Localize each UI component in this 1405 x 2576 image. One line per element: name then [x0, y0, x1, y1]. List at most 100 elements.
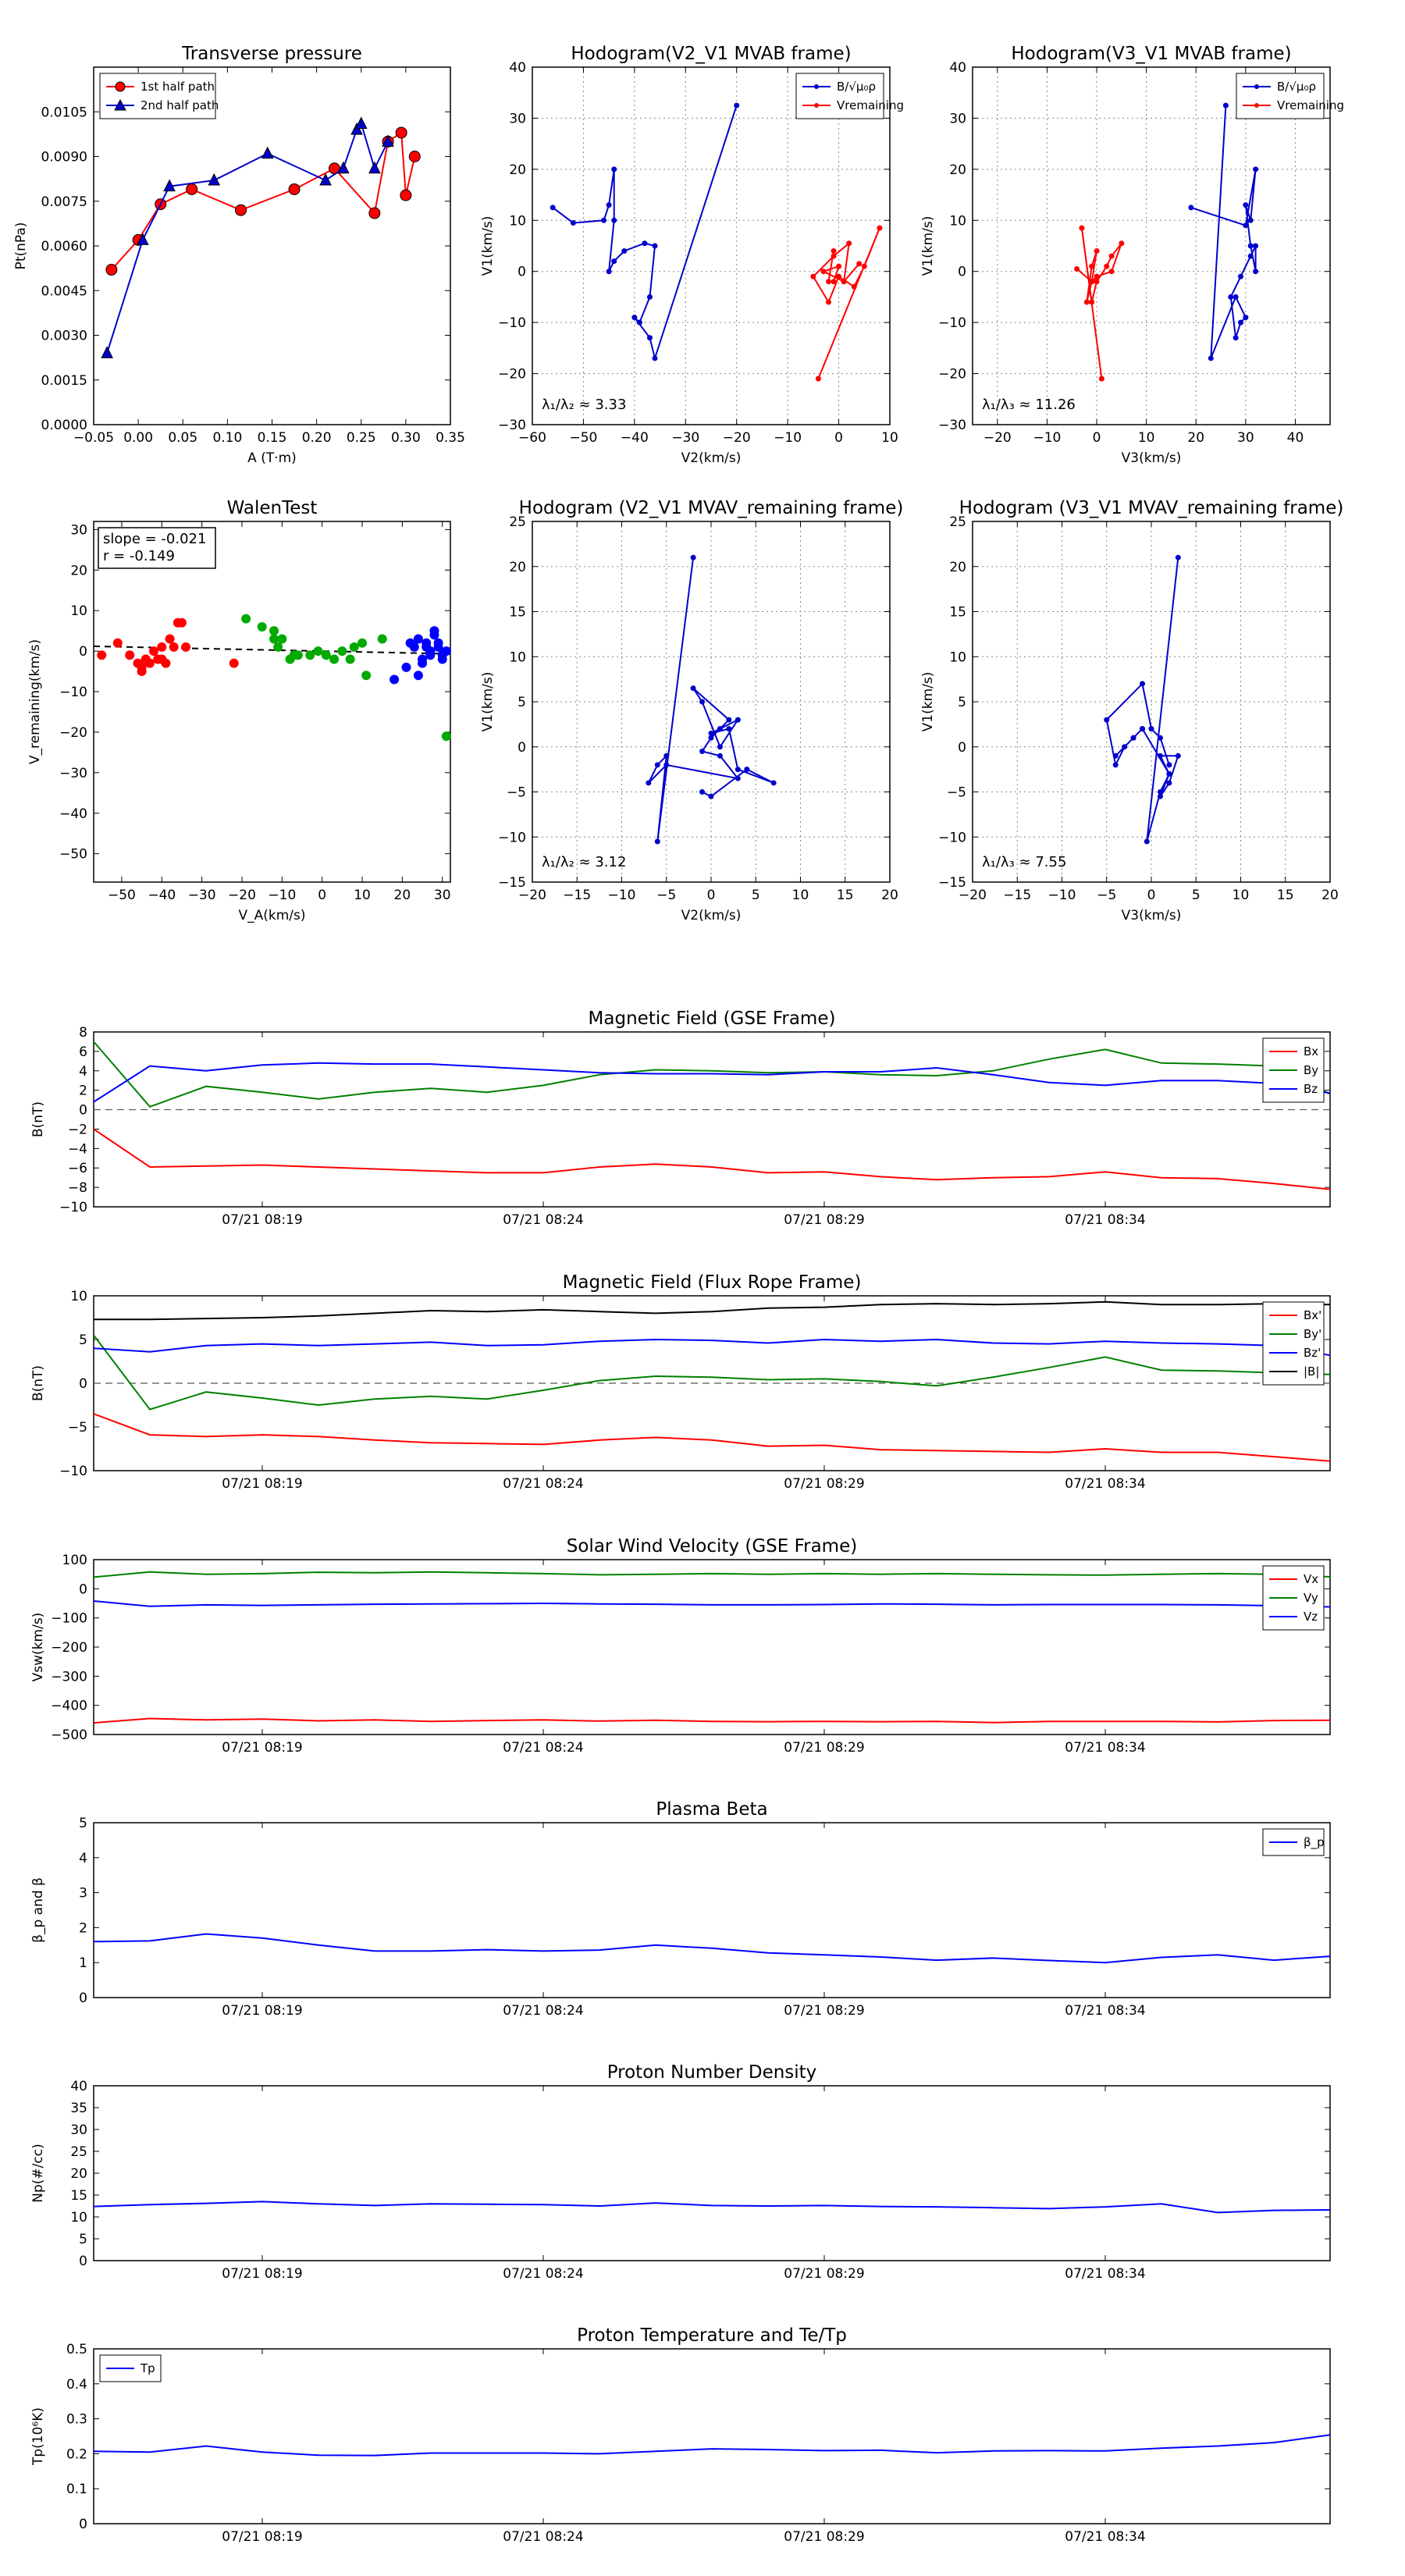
chart-walen-test: −50 −40 −30 −20 −10 0 10 20 30 −50 −40 −30 −20 −10 0 10… — [27, 498, 451, 923]
y-axis-label: V1(km/s) — [480, 216, 496, 276]
data-point — [208, 173, 221, 186]
y-tick-label: 0 — [79, 1582, 87, 1597]
series-line-0 — [93, 1717, 1331, 1724]
x-tick-label: 0.30 — [391, 430, 421, 446]
x-tick-label: 0.25 — [347, 430, 376, 446]
chart-tp_temp: 07/21 08:19 07/21 08:24 07/21 08:29 07/21 0… — [30, 2325, 1331, 2545]
y-tick-label: −5 — [947, 785, 966, 801]
y-tick-label: 30 — [70, 2122, 87, 2138]
series-line-2 — [93, 1338, 1331, 1357]
series-line-0 — [93, 1933, 1331, 1964]
x-tick-label: 07/21 08:24 — [503, 1212, 583, 1228]
data-point — [836, 263, 842, 269]
data-point — [422, 638, 432, 648]
x-tick-label: 0.00 — [123, 430, 153, 446]
y-tick-label: 0.0060 — [41, 239, 87, 254]
y-tick-label: 0.0030 — [41, 329, 87, 344]
data-point — [400, 189, 412, 201]
data-point — [1247, 217, 1254, 223]
y-tick-label: 5 — [79, 1816, 87, 1831]
x-tick-label: −20 — [959, 888, 987, 903]
legend-marker — [814, 103, 819, 108]
plot-frame — [93, 1822, 1331, 1998]
data-point — [337, 646, 347, 656]
y-axis-label: V1(km/s) — [920, 672, 936, 732]
y-tick-label: 0 — [79, 1103, 87, 1119]
chart-title: Magnetic Field (GSE Frame) — [589, 1009, 836, 1029]
x-tick-label: −0.05 — [73, 430, 114, 446]
data-point — [1144, 838, 1150, 845]
y-tick-label: 0.0075 — [41, 194, 87, 210]
y-tick-label: −4 — [68, 1141, 87, 1157]
y-tick-label: 20 — [70, 563, 87, 578]
y-tick-label: 20 — [70, 2166, 87, 2182]
data-point — [652, 243, 658, 249]
data-point — [621, 248, 628, 254]
x-tick-label: 5 — [752, 888, 760, 903]
x-tick-label: 07/21 08:24 — [503, 1476, 583, 1492]
data-point — [550, 205, 556, 211]
y-tick-label: −40 — [59, 806, 87, 822]
x-tick-label: 07/21 08:24 — [503, 2266, 583, 2282]
legend-box — [99, 73, 216, 119]
y-tick-label: 6 — [79, 1044, 87, 1060]
y-tick-label: 10 — [949, 213, 966, 229]
y-axis-label: V1(km/s) — [480, 672, 496, 732]
data-point — [1166, 770, 1172, 777]
data-point — [1175, 554, 1181, 560]
data-point — [289, 650, 299, 660]
x-tick-label: 20 — [1187, 430, 1204, 446]
x-tick-label: 07/21 08:29 — [784, 2003, 864, 2019]
data-point — [601, 217, 607, 223]
data-point — [186, 183, 198, 195]
data-point — [735, 717, 741, 723]
y-tick-label: 10 — [509, 649, 526, 665]
data-point — [441, 731, 451, 742]
legend-box — [795, 73, 884, 119]
data-point — [395, 126, 407, 139]
x-tick-label: −40 — [148, 888, 176, 903]
legend-label: β_p — [1304, 1835, 1325, 1850]
legend-label: B/√μ₀ρ — [1277, 80, 1316, 94]
y-axis-label: V1(km/s) — [920, 216, 936, 276]
plot-frame — [93, 1295, 1331, 1471]
y-tick-label: 10 — [70, 603, 87, 619]
chart-title: Plasma Beta — [656, 1799, 767, 1820]
y-tick-label: 10 — [70, 2210, 87, 2226]
plot-frame — [93, 2348, 1331, 2524]
data-point — [652, 355, 658, 361]
chart-beta: 07/21 08:19 07/21 08:24 07/21 08:29 07/21 0… — [30, 1799, 1331, 2019]
data-point — [636, 319, 642, 326]
y-tick-label: 5 — [518, 695, 526, 710]
data-point — [368, 207, 381, 219]
y-tick-label: 0.0105 — [41, 105, 87, 120]
data-point — [1238, 273, 1243, 279]
x-tick-label: 0 — [834, 430, 843, 446]
y-tick-label: −10 — [938, 830, 966, 845]
legend-marker — [1254, 103, 1259, 108]
legend-label: By — [1304, 1063, 1318, 1077]
chart-h3: −20 −15 −10 −5 0 5 10 15 20−15−10−50510152025Hod… — [480, 498, 903, 923]
y-tick-label: 0.0090 — [41, 150, 87, 165]
data-point — [570, 220, 576, 226]
data-point — [1247, 243, 1254, 249]
y-tick-label: 5 — [79, 2232, 87, 2247]
chart-mag_gse: 07/21 08:19 07/21 08:24 07/21 08:29 07/21 0… — [30, 1009, 1331, 1228]
data-point — [176, 617, 187, 628]
data-point — [1083, 299, 1090, 305]
chart-title: Hodogram(V3_V1 MVAB frame) — [1011, 44, 1291, 64]
x-tick-label: 07/21 08:29 — [784, 1476, 864, 1492]
y-tick-label: 30 — [949, 111, 966, 126]
plot-frame — [93, 66, 451, 425]
x-tick-label: 40 — [1287, 430, 1304, 446]
legend-label: By' — [1304, 1327, 1321, 1341]
y-tick-label: −10 — [498, 315, 526, 331]
data-point — [654, 762, 660, 768]
data-point — [389, 674, 400, 685]
legend-label: |B| — [1304, 1364, 1319, 1379]
data-point — [1253, 269, 1259, 275]
y-tick-label: −100 — [51, 1611, 87, 1627]
plot-frame — [532, 66, 891, 425]
x-tick-label: −60 — [518, 430, 546, 446]
x-axis-label: V3(km/s) — [1122, 450, 1182, 466]
